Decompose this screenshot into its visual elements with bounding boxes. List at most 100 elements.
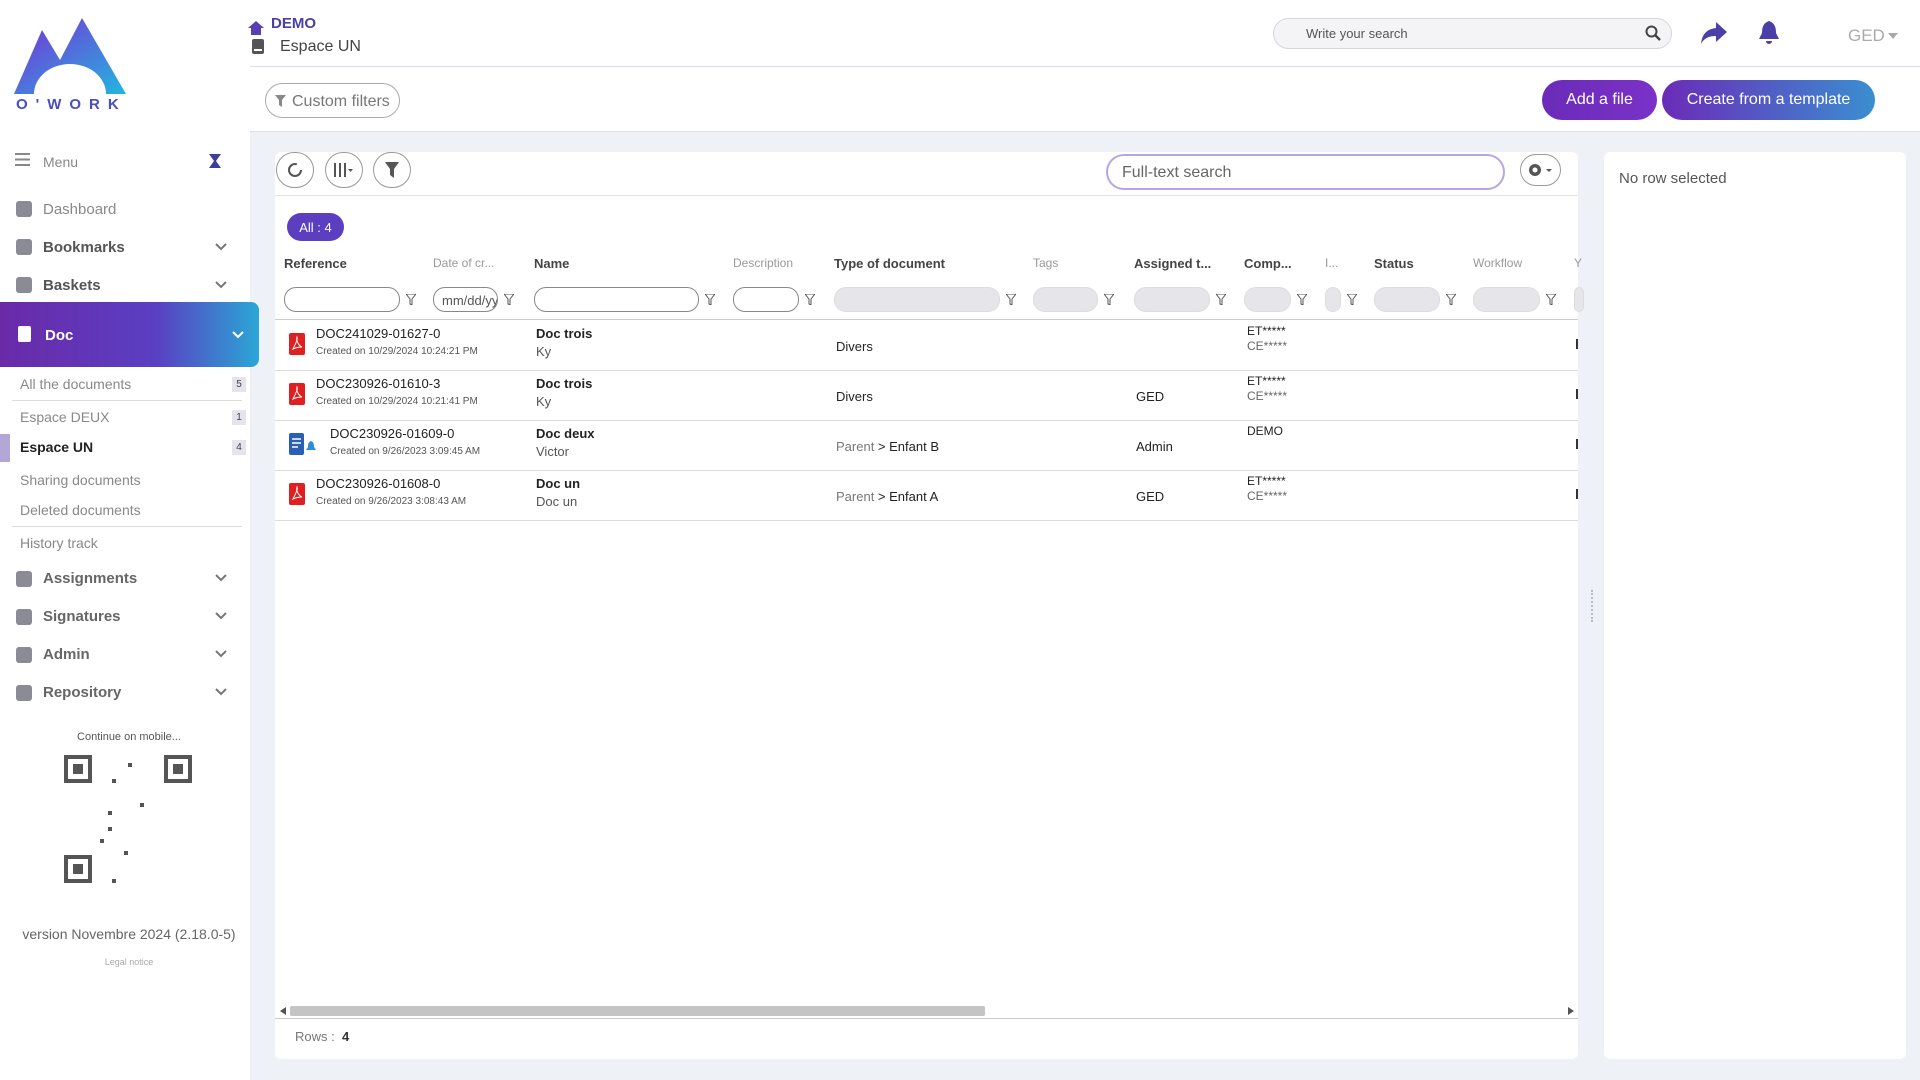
doc-type: Divers xyxy=(836,389,873,404)
menu-item[interactable]: Bookmarks xyxy=(43,239,125,256)
column-header[interactable]: Type of document xyxy=(834,256,945,271)
column-filter[interactable] xyxy=(1473,287,1540,312)
column-header[interactable]: Description xyxy=(733,256,794,270)
row[interactable] xyxy=(275,321,1578,371)
sub-item[interactable]: Espace UN xyxy=(20,439,94,455)
count-badge: 1 xyxy=(232,410,246,425)
caret xyxy=(1888,33,1898,39)
column-filter[interactable] xyxy=(284,287,400,312)
reference: DOC230926-01610-3 xyxy=(316,376,441,391)
settings-button[interactable] xyxy=(1520,154,1561,186)
column-header[interactable]: Reference xyxy=(284,256,347,271)
column-header[interactable]: Assigned t... xyxy=(1134,256,1212,271)
rows-count: 4 xyxy=(342,1029,350,1044)
menu-item[interactable]: Signatures xyxy=(43,608,121,625)
filter-icon xyxy=(1216,294,1226,305)
menu-icon xyxy=(16,609,32,625)
row[interactable] xyxy=(275,371,1578,421)
scrollbar-thumb[interactable] xyxy=(290,1006,985,1016)
row[interactable] xyxy=(275,421,1578,471)
all-badge[interactable]: All : 4 xyxy=(287,213,344,241)
filter-icon xyxy=(1104,294,1114,305)
funnel-icon xyxy=(275,95,286,107)
reference: DOC230926-01609-0 xyxy=(330,426,455,441)
fulltext-search[interactable]: Full-text search xyxy=(1106,154,1505,190)
sub-item[interactable]: Deleted documents xyxy=(20,502,141,518)
row[interactable] xyxy=(275,471,1578,521)
add-file-button[interactable]: Add a file xyxy=(1542,80,1657,120)
chevron[interactable] xyxy=(215,688,227,696)
sub-item[interactable]: History track xyxy=(20,535,98,551)
menu-icon xyxy=(16,201,32,217)
sidebar xyxy=(0,0,250,1080)
active-item[interactable] xyxy=(0,302,259,367)
column-filter[interactable] xyxy=(534,287,699,312)
pdf-icon xyxy=(289,483,305,505)
column-filter[interactable] xyxy=(1374,287,1440,312)
column-filter[interactable] xyxy=(1325,287,1341,312)
column-filter[interactable] xyxy=(733,287,799,312)
menu-item[interactable]: Baskets xyxy=(43,277,101,294)
scroll-arrow[interactable] xyxy=(280,1007,286,1015)
columns-icon xyxy=(334,163,353,177)
sub-item[interactable]: All the documents xyxy=(20,376,132,392)
home-icon xyxy=(248,21,264,35)
column-filter[interactable] xyxy=(1244,287,1291,312)
scroll-arrow[interactable] xyxy=(1568,1007,1574,1015)
company: ET***** xyxy=(1247,374,1286,388)
filter-icon xyxy=(1546,294,1556,305)
chevron[interactable] xyxy=(215,574,227,582)
type-name: Divers xyxy=(836,389,873,404)
menu-label: Menu xyxy=(43,154,79,170)
column-header[interactable]: Date of cr... xyxy=(433,256,495,270)
user-menu[interactable]: GED xyxy=(1848,26,1885,45)
gear-icon xyxy=(1529,164,1552,176)
filter-icon xyxy=(385,162,399,178)
chevron[interactable] xyxy=(215,243,227,251)
toolbar-button[interactable] xyxy=(373,152,411,188)
column-header[interactable]: Name xyxy=(534,256,570,271)
menu-icon xyxy=(16,239,32,255)
search-box[interactable]: Write your search xyxy=(1273,18,1672,49)
filter-icon xyxy=(1006,294,1016,305)
pin-icon[interactable] xyxy=(209,154,221,168)
column-filter[interactable]: mm/dd/yyyy xyxy=(433,287,498,312)
menu-item[interactable]: Repository xyxy=(43,684,122,701)
type-name: Enfant A xyxy=(889,489,939,504)
column-filter[interactable] xyxy=(834,287,1000,312)
toolbar-button[interactable] xyxy=(276,152,314,188)
resize-handle[interactable] xyxy=(1591,590,1595,622)
separator: > xyxy=(874,439,890,454)
column-header[interactable]: Workflow xyxy=(1473,256,1523,270)
column-filter[interactable] xyxy=(1134,287,1210,312)
column-header[interactable]: Comp... xyxy=(1244,256,1292,271)
chevron[interactable] xyxy=(215,650,227,658)
toolbar-button[interactable] xyxy=(325,152,363,188)
column-filter[interactable] xyxy=(1033,287,1098,312)
sub-item[interactable]: Sharing documents xyxy=(20,472,141,488)
search-icon xyxy=(1645,25,1661,41)
column-header[interactable]: Y xyxy=(1574,256,1583,270)
bell-icon[interactable] xyxy=(1758,21,1780,45)
column-header[interactable]: I... xyxy=(1325,256,1339,270)
chevron xyxy=(232,331,244,339)
sub-item[interactable]: Espace DEUX xyxy=(20,409,110,425)
legal-link[interactable]: Legal notice xyxy=(104,957,154,967)
column-header[interactable]: Status xyxy=(1374,256,1414,271)
menu-item[interactable]: Assignments xyxy=(43,570,138,587)
book-icon xyxy=(252,39,264,54)
menu-item[interactable]: Dashboard xyxy=(43,201,117,218)
custom-filters-button[interactable]: Custom filters xyxy=(265,83,400,118)
menu-item[interactable]: Admin xyxy=(43,646,90,663)
chevron[interactable] xyxy=(215,612,227,620)
reference: DOC241029-01627-0 xyxy=(316,326,441,341)
column-header[interactable]: Tags xyxy=(1033,256,1059,270)
column-filter[interactable] xyxy=(1574,287,1584,312)
share-icon[interactable] xyxy=(1701,22,1727,44)
menu-icon[interactable] xyxy=(15,153,30,166)
divider xyxy=(12,526,242,527)
menu-icon xyxy=(16,571,32,587)
chevron[interactable] xyxy=(215,281,227,289)
doc-name: Doc deux xyxy=(536,426,595,441)
create-template-button[interactable]: Create from a template xyxy=(1662,80,1875,120)
